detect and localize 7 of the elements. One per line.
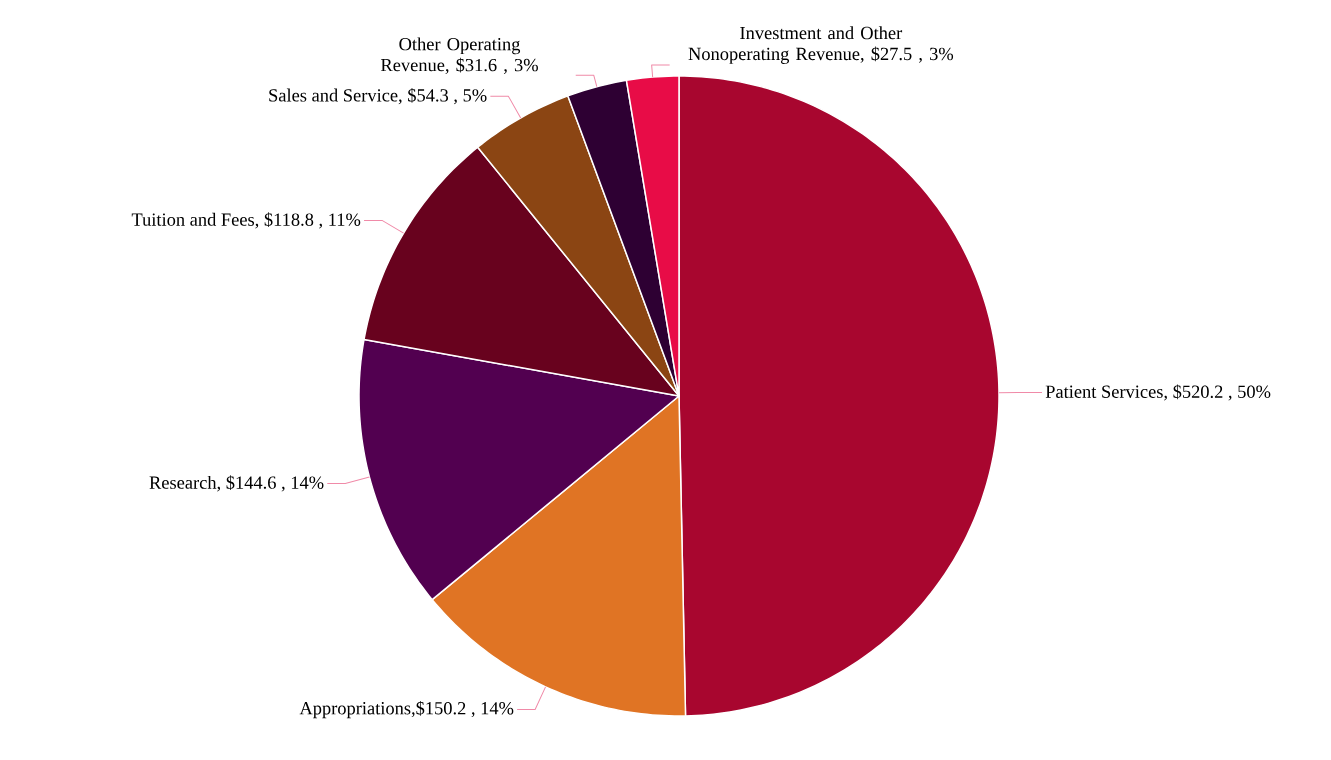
slice-label: Sales and Service, $54.3 , 5% [269,88,487,105]
slice-label: Investment and Other Nonoperating Revenue, $27.5 , 3% [688,26,954,64]
slice-label: Research, $144.6 , 14% [149,475,324,492]
slice-label: Other Operating Revenue, $31.6 , 3% [380,37,538,74]
slice-label: Tuition and Fees, $118.8 , 11% [131,212,361,229]
slice-label: Appropriations,$150.2 , 14% [299,700,514,719]
slice-label: Patient Services, $520.2 , 50% [1045,384,1271,401]
